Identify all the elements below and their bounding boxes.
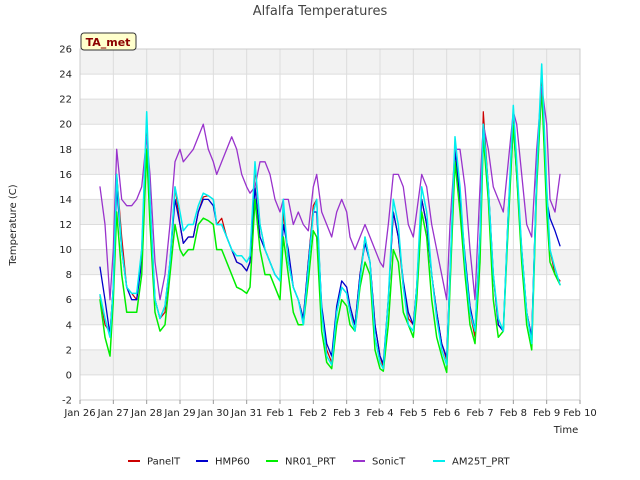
background-band xyxy=(80,74,580,100)
x-tick-label: Feb 1 xyxy=(266,408,293,419)
y-tick-label: 12 xyxy=(59,220,72,231)
y-tick-label: 10 xyxy=(59,245,72,256)
badge-label: TA_met xyxy=(86,36,131,49)
legend-label: HMP60 xyxy=(215,457,250,468)
ta-met-badge: TA_met xyxy=(80,32,137,51)
series-lines xyxy=(99,63,561,374)
y-tick-label: 14 xyxy=(59,195,72,206)
background-band xyxy=(80,374,580,400)
y-tick-label: 0 xyxy=(66,370,72,381)
legend: PanelT HMP60 NR01_PRT SonicT AM25T_PRT xyxy=(128,457,511,468)
x-tick-label: Feb 8 xyxy=(500,408,527,419)
legend-item-am25t-prt: AM25T_PRT xyxy=(433,457,511,468)
legend-item-panelt: PanelT xyxy=(128,457,181,468)
x-tick-label: Feb 9 xyxy=(533,408,560,419)
x-tick-label: Jan 29 xyxy=(163,408,195,419)
background-band xyxy=(80,124,580,150)
x-tick-label: Jan 31 xyxy=(230,408,262,419)
badge-box xyxy=(80,32,137,51)
plot-frame xyxy=(79,48,581,401)
x-tick-label: Feb 10 xyxy=(563,408,597,419)
x-axis-label: Time xyxy=(553,425,578,436)
background-band xyxy=(80,324,580,350)
legend-item-hmp60: HMP60 xyxy=(196,457,250,468)
x-tick-label: Feb 7 xyxy=(466,408,493,419)
y-tick-label: 16 xyxy=(59,170,72,181)
y-tick-label: 6 xyxy=(66,295,72,306)
legend-item-nr01-prt: NR01_PRT xyxy=(266,457,336,468)
x-tick-label: Feb 4 xyxy=(366,408,393,419)
x-tick-label: Jan 26 xyxy=(63,408,95,419)
background-band xyxy=(80,249,580,275)
background-band xyxy=(80,99,580,125)
y-tick-label: 4 xyxy=(66,320,72,331)
y-tick-label: 20 xyxy=(59,120,72,131)
y-axis-label: Temperature (C) xyxy=(8,184,19,266)
x-tick-label: Feb 2 xyxy=(300,408,327,419)
legend-label: SonicT xyxy=(372,457,406,468)
background-band xyxy=(80,274,580,300)
chart-title: Alfalfa Temperatures xyxy=(253,4,388,19)
background-band xyxy=(80,199,580,225)
legend-item-sonict: SonicT xyxy=(353,457,406,468)
y-tick-label: -2 xyxy=(62,396,72,407)
y-tick-label: 2 xyxy=(66,345,72,356)
x-axis-ticks: Jan 26 Jan 27 Jan 28 Jan 29 Jan 30 Jan 31 Feb … xyxy=(63,400,597,419)
series-line-am25t-prt xyxy=(99,63,561,370)
legend-label: NR01_PRT xyxy=(285,457,336,468)
background-band xyxy=(80,224,580,250)
legend-label: AM25T_PRT xyxy=(452,457,511,468)
y-tick-label: 8 xyxy=(66,270,72,281)
x-tick-label: Feb 6 xyxy=(433,408,460,419)
x-tick-label: Jan 30 xyxy=(197,408,229,419)
y-tick-label: 26 xyxy=(59,45,72,56)
legend-label: PanelT xyxy=(147,457,181,468)
x-tick-label: Feb 5 xyxy=(400,408,427,419)
y-tick-label: 22 xyxy=(59,95,72,106)
x-tick-label: Jan 28 xyxy=(130,408,162,419)
background-band xyxy=(80,149,580,175)
background-band xyxy=(80,49,580,75)
y-tick-label: 18 xyxy=(59,145,72,156)
y-tick-label: 24 xyxy=(59,70,72,81)
x-tick-label: Jan 27 xyxy=(97,408,129,419)
x-tick-label: Feb 3 xyxy=(333,408,360,419)
